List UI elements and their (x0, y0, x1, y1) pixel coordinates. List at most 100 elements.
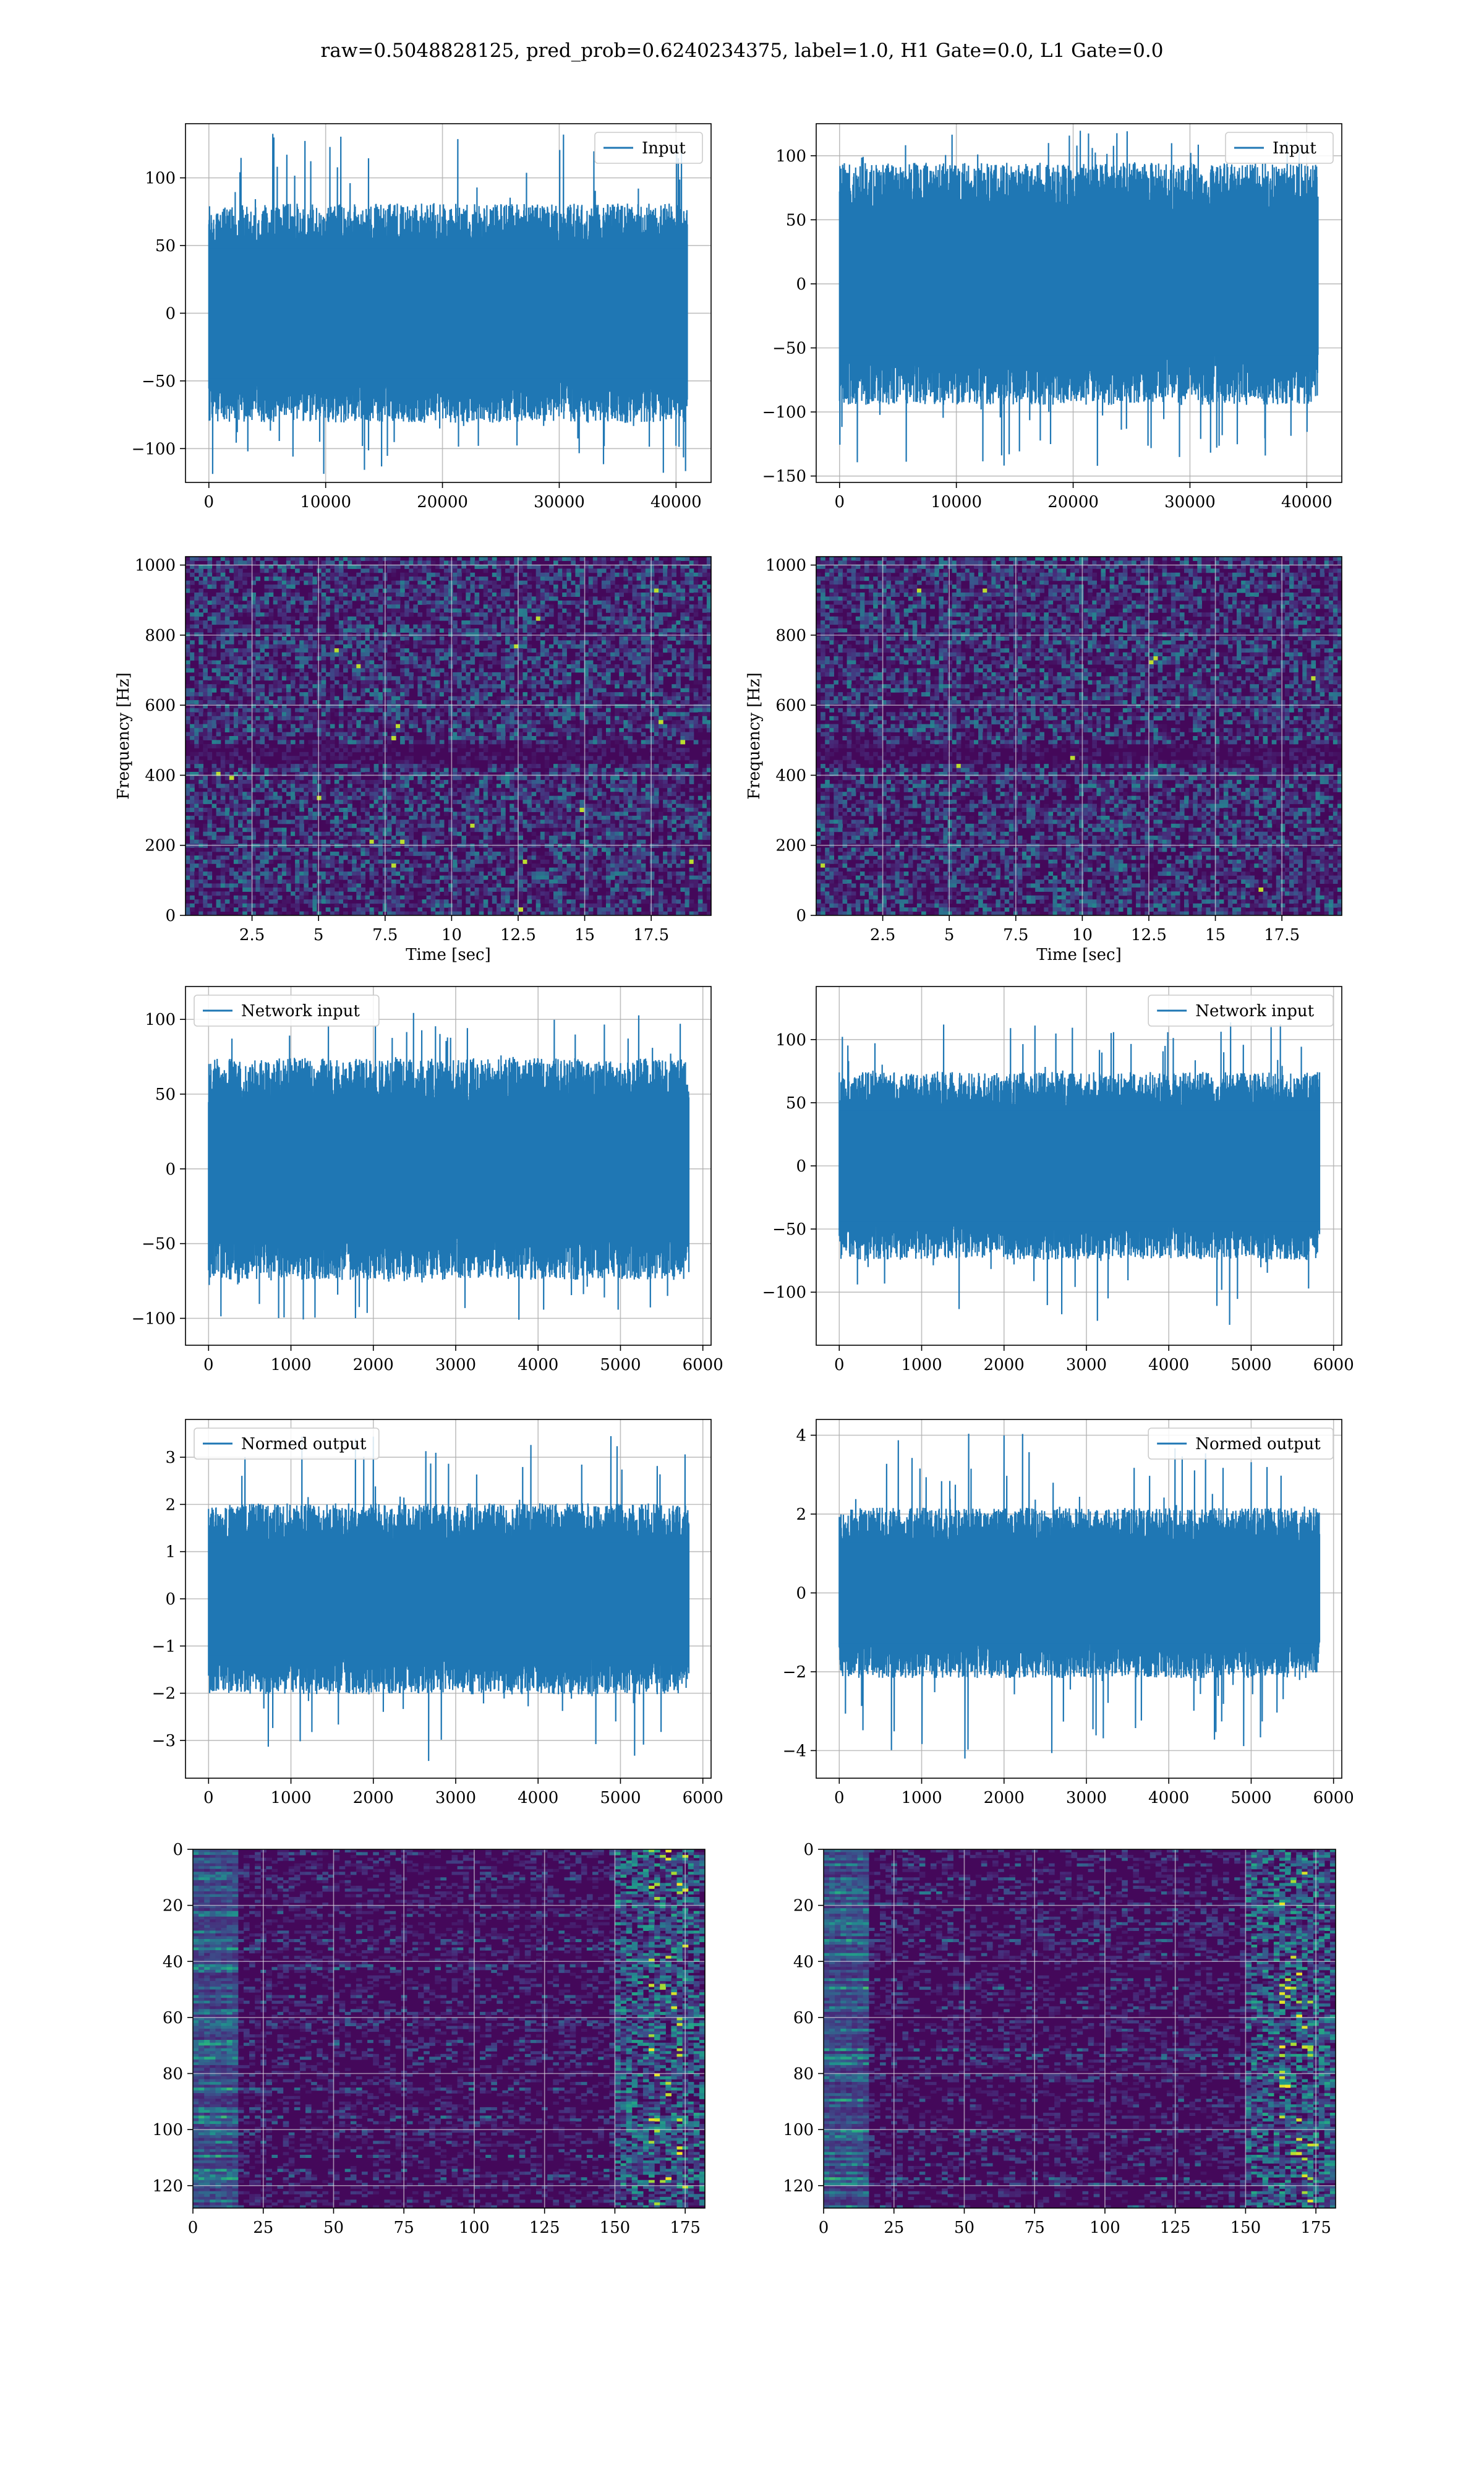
x-tick-label: 2000 (984, 1789, 1025, 1807)
x-tick-label: 0 (203, 1789, 214, 1807)
y-tick-label: 100 (145, 169, 176, 188)
x-tick-label: 2.5 (239, 926, 265, 944)
x-tick-label: 0 (834, 1789, 845, 1807)
y-tick-label: −4 (783, 1742, 806, 1760)
x-tick-label: 10 (441, 926, 462, 944)
x-tick-label: 4000 (518, 1356, 558, 1374)
x-tick-label: 7.5 (372, 926, 398, 944)
x-tick-label: 12.5 (500, 926, 536, 944)
x-tick-label: 0 (819, 2219, 829, 2237)
y-tick-label: −2 (152, 1685, 176, 1703)
legend-label: Network input (241, 1002, 360, 1021)
y-tick-label: 20 (793, 1897, 814, 1915)
y-tick-label: 120 (152, 2177, 183, 2196)
x-tick-label: 10000 (300, 493, 351, 511)
y-tick-label: −50 (142, 372, 176, 391)
y-tick-label: 600 (145, 696, 176, 715)
legend-box (594, 132, 703, 164)
y-tick-label: −2 (783, 1663, 806, 1682)
subplot-r0c0: 0 10000 20000 30000 40000 −100 −50 0 50 100 Input (132, 123, 712, 511)
signal-core (208, 1103, 689, 1235)
y-tick-label: 0 (165, 1590, 176, 1609)
y-tick-label: −50 (772, 340, 806, 358)
y-tick-label: 0 (165, 304, 176, 323)
subplot-r2c1: 0 1000 2000 3000 4000 5000 6000 −100 −50 0 50 100 Ne… (762, 986, 1354, 1374)
x-axis-label: Time [sec] (406, 946, 491, 964)
axes-frame (816, 1419, 1342, 1779)
axes-frame (192, 1849, 706, 2209)
y-tick-label: 800 (775, 627, 806, 645)
y-tick-label: 600 (775, 696, 806, 715)
legend-box (194, 1427, 380, 1460)
y-tick-label: −100 (132, 440, 176, 458)
y-tick-label: 80 (793, 2065, 814, 2084)
x-tick-label: 125 (529, 2219, 560, 2237)
x-tick-label: 4000 (518, 1789, 558, 1807)
y-tick-label: −100 (762, 403, 806, 422)
x-tick-label: 2000 (353, 1789, 394, 1807)
x-tick-label: 2.5 (870, 926, 895, 944)
y-tick-label: 0 (165, 907, 176, 925)
y-tick-label: 50 (786, 1094, 806, 1113)
x-tick-label: 0 (203, 1356, 214, 1374)
x-tick-label: 100 (1090, 2219, 1120, 2237)
x-tick-label: 4000 (1148, 1356, 1189, 1374)
signal-core (208, 248, 688, 379)
legend-label: Normed output (1195, 1435, 1321, 1453)
y-tick-label: 100 (145, 1011, 176, 1029)
x-tick-label: 50 (954, 2219, 974, 2237)
heatmap-r4c1 (824, 1849, 1336, 2208)
y-tick-label: 40 (163, 1953, 183, 1971)
legend-label: Normed output (241, 1435, 367, 1453)
y-tick-label: 120 (783, 2177, 814, 2196)
legend-box (1225, 132, 1334, 164)
x-tick-label: 6000 (683, 1356, 723, 1374)
x-tick-label: 30000 (534, 493, 585, 511)
x-tick-label: 0 (204, 493, 215, 511)
heatmap-r4c0 (193, 1849, 705, 2208)
y-tick-label: −50 (772, 1220, 806, 1239)
y-tick-label: 50 (155, 1085, 176, 1104)
x-tick-label: 3000 (1066, 1789, 1107, 1807)
x-tick-label: 175 (1300, 2219, 1331, 2237)
x-tick-label: 75 (1025, 2219, 1045, 2237)
signal-core (839, 1110, 1320, 1222)
x-tick-label: 40000 (650, 493, 702, 511)
legend-box (1148, 995, 1334, 1027)
x-tick-label: 0 (834, 1356, 845, 1374)
y-tick-label: −150 (762, 468, 806, 486)
x-tick-label: 175 (670, 2219, 701, 2237)
x-tick-label: 3000 (435, 1789, 476, 1807)
subplot-r1c1: 2.5 5 7.5 10 12.5 15 17.5 0 200 400 600 800 1000 Time… (745, 556, 1342, 964)
subplot-r2c0: 0 1000 2000 3000 4000 5000 6000 −100 −50 0 50 100 Ne… (132, 986, 723, 1374)
x-tick-label: 150 (600, 2219, 631, 2237)
y-tick-label: 1000 (135, 557, 176, 575)
y-tick-label: 3 (165, 1449, 176, 1467)
y-tick-label: 80 (163, 2065, 183, 2084)
y-tick-label: 400 (775, 766, 806, 785)
heatmap-r1c0 (186, 557, 711, 915)
x-tick-label: 50 (323, 2219, 344, 2237)
legend-label: Input (642, 139, 686, 158)
x-tick-label: 6000 (1313, 1789, 1354, 1807)
y-tick-label: 50 (786, 211, 806, 229)
y-axis-label: Frequency [Hz] (745, 672, 764, 800)
subplot-r1c0: 2.5 5 7.5 10 12.5 15 17.5 0 200 400 600 800 1000 Time… (114, 556, 712, 964)
axes-frame (816, 556, 1342, 916)
y-axis-label: Frequency [Hz] (114, 672, 133, 800)
y-tick-label: −100 (132, 1310, 176, 1329)
x-tick-label: 12.5 (1131, 926, 1167, 944)
legend-label: Input (1273, 139, 1316, 158)
y-tick-label: −50 (142, 1235, 176, 1254)
y-tick-label: −3 (152, 1732, 176, 1750)
y-tick-label: 4 (796, 1426, 806, 1445)
y-tick-label: 400 (145, 766, 176, 785)
y-tick-label: 0 (165, 1160, 176, 1179)
x-tick-label: 5000 (1230, 1789, 1271, 1807)
subplot-r3c0: 0 1000 2000 3000 4000 5000 6000 −3 −2 −1 0 1 2 3 Norme… (152, 1419, 723, 1807)
legend-box (1148, 1427, 1334, 1460)
y-tick-label: 0 (796, 1584, 806, 1603)
y-tick-label: 0 (796, 907, 806, 925)
x-tick-label: 1000 (270, 1789, 311, 1807)
legend-box (194, 995, 380, 1027)
